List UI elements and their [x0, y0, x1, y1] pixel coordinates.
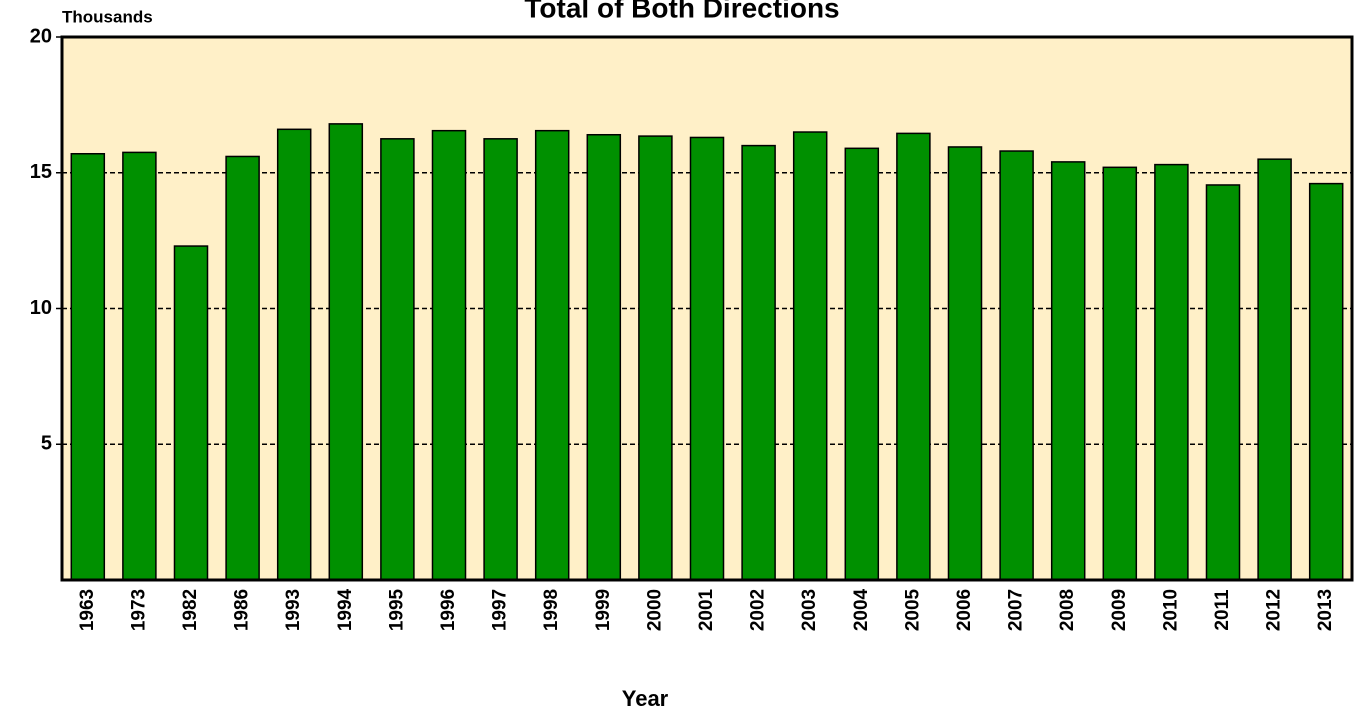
y-tick-label: 15	[30, 161, 52, 183]
x-tick-label: 1993	[283, 589, 304, 631]
x-tick-label: 2011	[1212, 589, 1233, 631]
x-axis-label: Year	[622, 686, 669, 711]
bar	[1102, 166, 1138, 581]
bar	[70, 152, 106, 581]
bar	[689, 136, 725, 581]
bar	[741, 144, 776, 581]
x-tick-label: 1982	[180, 589, 201, 631]
bar	[947, 146, 983, 581]
bar	[1308, 182, 1344, 581]
y-tick-label: 5	[41, 433, 52, 455]
x-tick-label: 1995	[386, 588, 407, 631]
x-tick-label: 1994	[335, 588, 356, 631]
x-tick-label: 2008	[1057, 589, 1078, 631]
bar	[122, 151, 157, 581]
x-tick-label: 1963	[77, 589, 98, 631]
bar	[586, 133, 622, 581]
x-tick-label: 2000	[644, 589, 665, 631]
bar	[276, 128, 312, 581]
bar	[1257, 158, 1292, 581]
x-tick-label: 2007	[1006, 589, 1027, 631]
x-tick-label: 1973	[128, 589, 149, 631]
bar	[1154, 163, 1189, 581]
x-tick-label: 2013	[1315, 589, 1336, 631]
bar	[534, 129, 570, 581]
bar	[173, 245, 209, 581]
bar	[638, 135, 673, 581]
bar	[380, 138, 415, 581]
x-tick-label: 1986	[232, 589, 253, 631]
bar	[1205, 184, 1241, 581]
y-tick-label: 20	[30, 25, 52, 47]
x-tick-label: 1999	[593, 589, 614, 631]
x-tick-label: 2012	[1264, 589, 1285, 631]
bar	[483, 138, 518, 581]
bar	[328, 123, 364, 581]
x-tick-label: 2004	[851, 588, 872, 631]
x-tick-label: 2010	[1160, 589, 1181, 631]
x-tick-label: 2001	[696, 588, 717, 631]
bar	[896, 132, 931, 581]
chart-title: Total of Both Directions	[524, 0, 839, 23]
bar	[792, 131, 828, 581]
bar	[1050, 161, 1086, 581]
x-tick-label: 2006	[954, 589, 975, 631]
x-tick-label: 2002	[748, 589, 769, 631]
x-tick-label: 2009	[1109, 589, 1130, 631]
y-tick-label: 10	[30, 297, 52, 319]
x-tick-label: 1996	[438, 589, 459, 631]
bar	[431, 129, 467, 581]
plot-border	[60, 35, 1354, 582]
x-tick-label: 2005	[902, 588, 923, 631]
bar	[999, 150, 1034, 581]
y-unit-label: Thousands	[62, 7, 153, 26]
bar	[844, 147, 880, 581]
x-tick-label: 1998	[541, 589, 562, 631]
bar	[225, 155, 260, 581]
x-tick-label: 1997	[490, 589, 511, 631]
x-tick-label: 2003	[799, 589, 820, 631]
